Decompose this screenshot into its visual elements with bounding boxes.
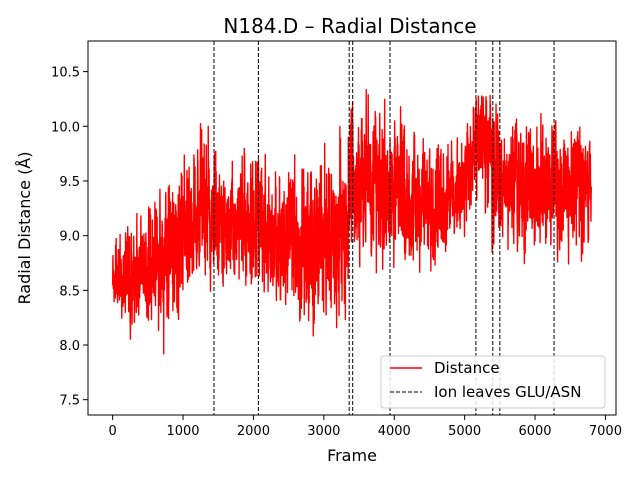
x-tick-label: 4000 xyxy=(378,424,411,439)
y-tick-label: 8.0 xyxy=(59,339,80,354)
x-tick-label: 5000 xyxy=(448,424,481,439)
plot-frame xyxy=(87,40,617,416)
y-tick-label: 8.5 xyxy=(59,284,80,299)
x-tick-label: 0 xyxy=(108,424,116,439)
x-tick-label: 6000 xyxy=(518,424,551,439)
x-tick-label: 2000 xyxy=(237,424,270,439)
x-tick-label: 3000 xyxy=(307,424,340,439)
legend-box xyxy=(380,355,606,409)
x-axis-title: Frame xyxy=(327,446,377,465)
legend-label-ion-leaves: Ion leaves GLU/ASN xyxy=(434,383,581,401)
y-tick-label: 9.5 xyxy=(59,175,80,190)
series-layer xyxy=(111,88,593,355)
x-axis: 0 1000 2000 3000 4000 5000 6000 7000 xyxy=(108,415,622,439)
legend: Distance Ion leaves GLU/ASN xyxy=(380,355,606,409)
x-tick-label: 7000 xyxy=(589,424,622,439)
distance-series-line xyxy=(111,88,593,355)
y-axis-title: Radial Distance (Å) xyxy=(15,152,34,305)
y-tick-label: 10.5 xyxy=(51,66,80,81)
y-tick-label: 10.0 xyxy=(51,120,80,135)
y-tick-label: 7.5 xyxy=(59,394,80,409)
legend-label-distance: Distance xyxy=(434,359,500,377)
y-tick-label: 9.0 xyxy=(59,230,80,245)
chart-title: N184.D – Radial Distance xyxy=(223,14,476,38)
event-lines xyxy=(213,41,555,415)
x-tick-label: 1000 xyxy=(166,424,199,439)
y-axis: 7.5 8.0 8.5 9.0 9.5 10.0 10.5 xyxy=(51,66,88,409)
